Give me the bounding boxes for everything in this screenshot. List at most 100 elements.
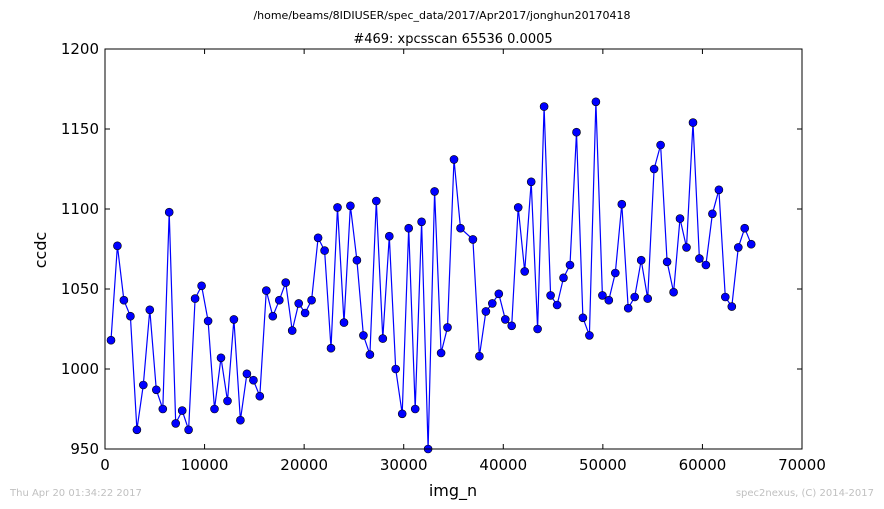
data-point bbox=[365, 350, 375, 359]
data-point bbox=[585, 331, 594, 340]
data-point bbox=[139, 380, 148, 390]
data-point bbox=[591, 97, 601, 107]
data-point bbox=[456, 223, 465, 233]
data-point bbox=[720, 292, 730, 302]
data-point bbox=[371, 196, 381, 206]
data-point bbox=[669, 287, 678, 297]
data-point bbox=[559, 273, 568, 283]
data-point bbox=[701, 260, 711, 270]
x-tick-label: 30000 bbox=[380, 456, 428, 474]
data-point bbox=[688, 118, 698, 127]
data-point bbox=[695, 254, 704, 263]
data-point bbox=[378, 334, 388, 343]
data-point bbox=[733, 243, 743, 252]
data-point bbox=[281, 278, 291, 287]
data-point bbox=[430, 187, 439, 196]
data-point bbox=[598, 291, 607, 300]
data-point bbox=[630, 292, 640, 302]
data-point bbox=[708, 209, 717, 219]
data-point bbox=[475, 351, 484, 361]
data-point bbox=[261, 286, 271, 295]
data-point bbox=[152, 385, 161, 395]
data-point bbox=[333, 203, 342, 212]
data-point bbox=[294, 299, 304, 308]
y-tick-label: 1200 bbox=[61, 40, 99, 58]
data-point bbox=[164, 207, 174, 217]
data-point bbox=[436, 348, 446, 358]
y-tick-label: 1050 bbox=[61, 280, 99, 298]
data-point bbox=[656, 140, 665, 150]
plot-frame bbox=[104, 48, 803, 450]
data-point bbox=[391, 364, 401, 374]
data-point bbox=[604, 295, 614, 305]
data-point bbox=[682, 243, 691, 252]
data-point bbox=[449, 155, 459, 164]
data-point bbox=[326, 343, 336, 353]
x-axis: 0 10000 20000 30000 40000 50000 60000 70000 bbox=[100, 49, 826, 474]
data-point bbox=[578, 313, 588, 323]
data-point bbox=[546, 291, 555, 300]
data-point bbox=[649, 164, 659, 174]
data-point bbox=[397, 409, 407, 419]
data-point bbox=[268, 311, 278, 321]
data-point bbox=[249, 375, 258, 385]
data-point bbox=[300, 308, 310, 318]
x-tick-label: 10000 bbox=[181, 456, 229, 474]
data-point bbox=[346, 201, 355, 211]
data-point bbox=[158, 404, 168, 414]
y-tick-label: 1150 bbox=[61, 120, 99, 138]
data-point bbox=[132, 425, 142, 435]
data-point bbox=[313, 233, 323, 243]
data-point bbox=[339, 318, 349, 327]
data-point bbox=[210, 404, 219, 414]
data-point bbox=[526, 177, 536, 187]
x-tick-label: 40000 bbox=[479, 456, 527, 474]
series-line bbox=[110, 101, 752, 450]
data-point bbox=[307, 295, 316, 305]
data-point bbox=[714, 185, 724, 195]
x-tick-label: 70000 bbox=[778, 456, 826, 474]
chart-title: #469: xpcsscan 65536 0.0005 bbox=[353, 32, 552, 47]
data-point bbox=[565, 260, 575, 270]
data-point bbox=[727, 302, 737, 311]
data-point bbox=[552, 300, 562, 310]
y-axis-label: ccdc bbox=[31, 232, 50, 269]
data-point bbox=[572, 127, 581, 137]
data-point bbox=[184, 425, 193, 435]
data-point bbox=[229, 315, 239, 324]
data-point bbox=[223, 396, 232, 406]
data-point bbox=[177, 406, 187, 415]
data-point bbox=[533, 324, 542, 334]
data-point bbox=[404, 223, 414, 233]
footer-credit: spec2nexus, (C) 2014-2017 bbox=[735, 488, 874, 499]
data-point bbox=[190, 294, 200, 303]
data-point bbox=[468, 235, 478, 244]
x-tick-label: 60000 bbox=[679, 456, 727, 474]
data-point bbox=[675, 214, 685, 223]
data-point bbox=[610, 268, 620, 278]
data-point bbox=[643, 294, 653, 303]
data-point bbox=[203, 316, 213, 326]
data-point bbox=[487, 299, 497, 308]
data-point bbox=[662, 257, 672, 267]
data-point bbox=[500, 315, 510, 324]
footer-timestamp: Thu Apr 20 01:34:22 2017 bbox=[10, 488, 142, 499]
data-point bbox=[119, 295, 129, 305]
data-point bbox=[145, 305, 155, 315]
data-point bbox=[106, 335, 116, 345]
data-point bbox=[520, 267, 530, 276]
x-axis-label: img_n bbox=[429, 481, 477, 501]
y-axis: 950 1000 1050 1100 1150 1200 bbox=[61, 40, 802, 458]
data-point bbox=[539, 102, 549, 111]
y-tick-label: 1000 bbox=[61, 360, 99, 378]
x-tick-label: 50000 bbox=[579, 456, 627, 474]
x-tick-label: 0 bbox=[100, 456, 110, 474]
y-tick-label: 1100 bbox=[61, 200, 99, 218]
data-point bbox=[513, 203, 523, 212]
data-point bbox=[494, 289, 504, 299]
data-point bbox=[740, 223, 750, 233]
data-point bbox=[274, 295, 284, 305]
data-point bbox=[443, 323, 452, 332]
data-point bbox=[287, 326, 297, 335]
